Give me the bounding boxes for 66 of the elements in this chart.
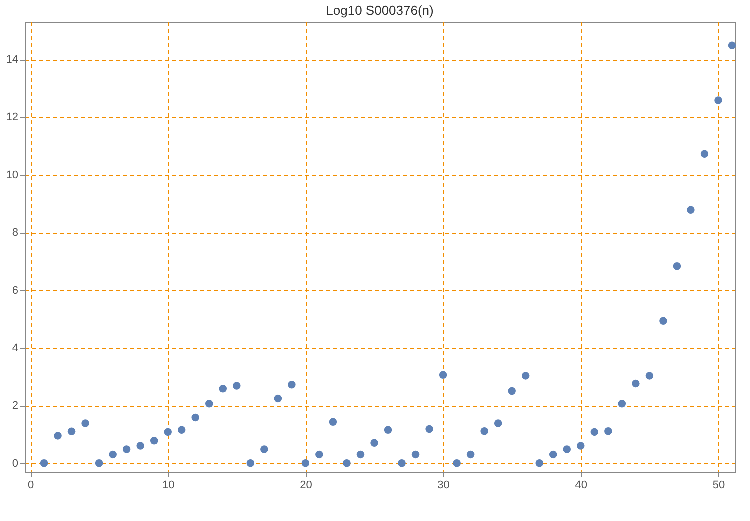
point [150,436,158,445]
point [260,446,268,454]
chart-title: Log10 S000376(n) [326,3,434,18]
point [136,442,144,450]
point [164,428,172,436]
x-tick-label: 20 [300,480,312,492]
point [82,420,90,428]
x-tick-label: 0 [28,480,34,492]
point [673,262,682,270]
point [714,96,722,104]
point [536,459,544,468]
point [178,426,186,434]
point [233,382,241,390]
y-tick-label: 8 [12,227,18,240]
point [687,206,695,214]
point [439,371,448,379]
point [219,385,228,393]
point [343,459,351,468]
point [192,414,200,422]
point [604,427,612,436]
point [109,450,117,459]
x-tick-label: 40 [575,480,588,492]
point [356,450,365,459]
point [563,446,572,454]
point [494,420,502,428]
point [660,317,668,325]
point [522,372,530,380]
point [370,439,378,448]
point [466,450,475,459]
y-tick-label: 12 [6,112,18,124]
point [384,426,392,434]
point [577,442,585,450]
y-tick-label: 6 [12,284,18,297]
point [316,450,324,459]
point [302,459,310,468]
y-tick-label: 14 [6,54,18,66]
point [550,450,558,459]
y-tick-label: 0 [12,458,18,470]
point [508,387,516,396]
point [480,427,488,436]
y-tick-label: 10 [6,169,18,182]
point [54,432,62,440]
point [95,459,104,468]
point [288,381,296,389]
point [412,450,420,459]
y-tick-label: 4 [12,342,18,354]
point [728,42,736,50]
point [618,400,626,408]
point [246,459,255,468]
x-tick-label: 50 [712,480,726,492]
x-tick-label: 10 [162,480,175,492]
x-tick-label: 30 [438,480,450,492]
point [632,380,640,388]
point [68,428,76,436]
point [329,418,338,426]
point [700,150,709,158]
point [426,425,434,434]
point [590,428,599,436]
point [274,394,282,403]
point [206,400,214,408]
point [398,459,406,468]
point [122,446,131,454]
point [646,372,654,380]
y-tick-label: 2 [12,400,18,412]
point [40,459,48,468]
point [453,459,461,468]
